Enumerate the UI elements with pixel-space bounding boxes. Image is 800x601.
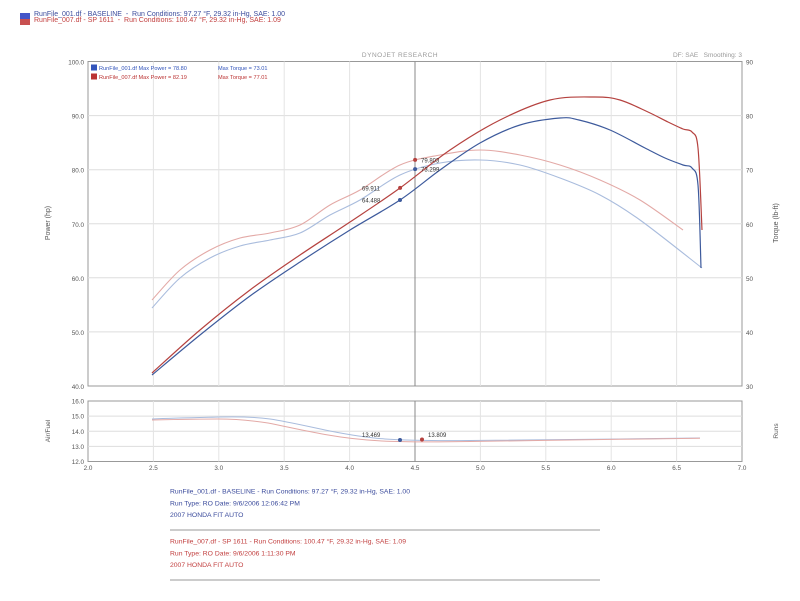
svg-text:Run Type: RO Date: 9/6/2006 1: Run Type: RO Date: 9/6/2006 12:06:42 PM (170, 500, 300, 507)
svg-text:2007 HONDA FIT AUTO: 2007 HONDA FIT AUTO (170, 562, 243, 569)
svg-text:RunFile_001.df - BASELINE -: RunFile_001.df - BASELINE - Run Conditio… (170, 488, 410, 496)
svg-text:Run Type: RO Date: 9/6/2006 1: Run Type: RO Date: 9/6/2006 1:11:30 PM (170, 550, 296, 557)
svg-text:2007 HONDA FIT AUTO: 2007 HONDA FIT AUTO (170, 512, 243, 519)
svg-text:RunFile_007.df - SP 1611 - R: RunFile_007.df - SP 1611 - Run Condition… (170, 538, 406, 546)
